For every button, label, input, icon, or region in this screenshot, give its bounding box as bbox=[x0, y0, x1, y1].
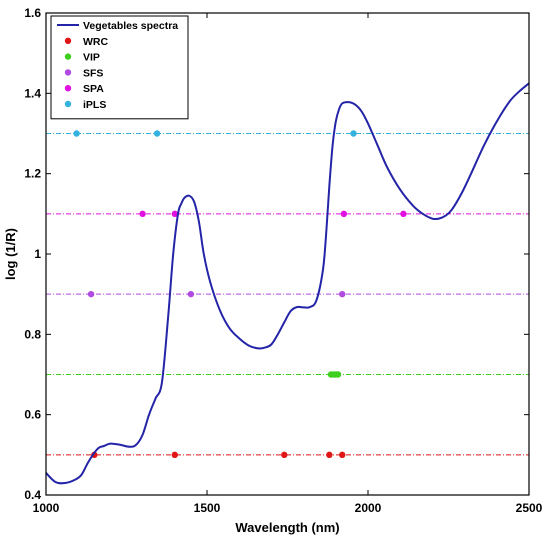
data-point bbox=[339, 451, 346, 459]
data-point bbox=[281, 451, 288, 459]
x-axis-title: Wavelength (nm) bbox=[235, 520, 339, 535]
legend-dot-swatch bbox=[64, 85, 72, 92]
data-point bbox=[73, 130, 80, 137]
legend-label: WRC bbox=[83, 36, 108, 48]
data-point bbox=[326, 451, 333, 459]
legend-dot-swatch bbox=[64, 53, 72, 60]
legend-item: iPLS bbox=[64, 99, 106, 111]
legend-label: Vegetables spectra bbox=[83, 20, 178, 32]
x-tick-label: 2000 bbox=[355, 501, 382, 515]
series-sfs bbox=[46, 290, 529, 298]
data-point bbox=[171, 451, 178, 459]
data-point bbox=[171, 210, 178, 218]
data-point bbox=[334, 371, 342, 378]
x-tick-label: 1000 bbox=[33, 501, 60, 515]
data-point bbox=[400, 210, 407, 218]
data-point bbox=[187, 290, 195, 298]
y-tick-label: 1.4 bbox=[24, 86, 41, 100]
axis-ticks: 1000 1500 2000 2500 0.4 0.6 0.8 1 1.2 1.4 1.6 bbox=[24, 6, 542, 515]
series-spa bbox=[46, 210, 529, 218]
data-point bbox=[350, 130, 357, 137]
data-point bbox=[87, 290, 95, 298]
x-tick-label: 1500 bbox=[194, 501, 221, 515]
data-point bbox=[340, 210, 348, 218]
legend-label: VIP bbox=[83, 52, 100, 64]
series-vip bbox=[46, 371, 529, 378]
legend-dot-swatch bbox=[64, 69, 72, 76]
legend-label: SPA bbox=[83, 83, 104, 95]
x-tick-label: 2500 bbox=[516, 501, 543, 515]
legend-item: SFS bbox=[64, 67, 103, 79]
plot-curves bbox=[45, 82, 530, 485]
y-axis-title: log (1/R) bbox=[3, 228, 18, 280]
legend-box bbox=[50, 15, 189, 120]
spectrum-line bbox=[45, 82, 530, 485]
legend-item: SPA bbox=[64, 83, 104, 95]
series-ipls bbox=[46, 130, 529, 137]
y-tick-label: 0.8 bbox=[24, 327, 41, 341]
legend-item: VIP bbox=[64, 52, 100, 64]
legend-item: Vegetables spectra bbox=[57, 20, 178, 32]
data-point bbox=[139, 210, 146, 218]
data-point bbox=[339, 290, 346, 298]
legend-dot-swatch bbox=[64, 37, 72, 44]
legend-dot-swatch bbox=[64, 100, 72, 108]
y-tick-label: 0.4 bbox=[24, 488, 41, 502]
y-tick-label: 1.2 bbox=[24, 167, 41, 181]
y-tick-label: 1 bbox=[34, 247, 41, 261]
series-wrc bbox=[46, 451, 529, 459]
y-tick-label: 1.6 bbox=[24, 6, 41, 20]
legend-item: WRC bbox=[64, 36, 108, 48]
data-point bbox=[153, 130, 161, 137]
legend-label: SFS bbox=[83, 67, 103, 79]
legend: Vegetables spectra WRC VIP SFS SPA iPLS bbox=[50, 15, 189, 120]
y-tick-label: 0.6 bbox=[24, 408, 41, 422]
legend-label: iPLS bbox=[83, 99, 106, 111]
